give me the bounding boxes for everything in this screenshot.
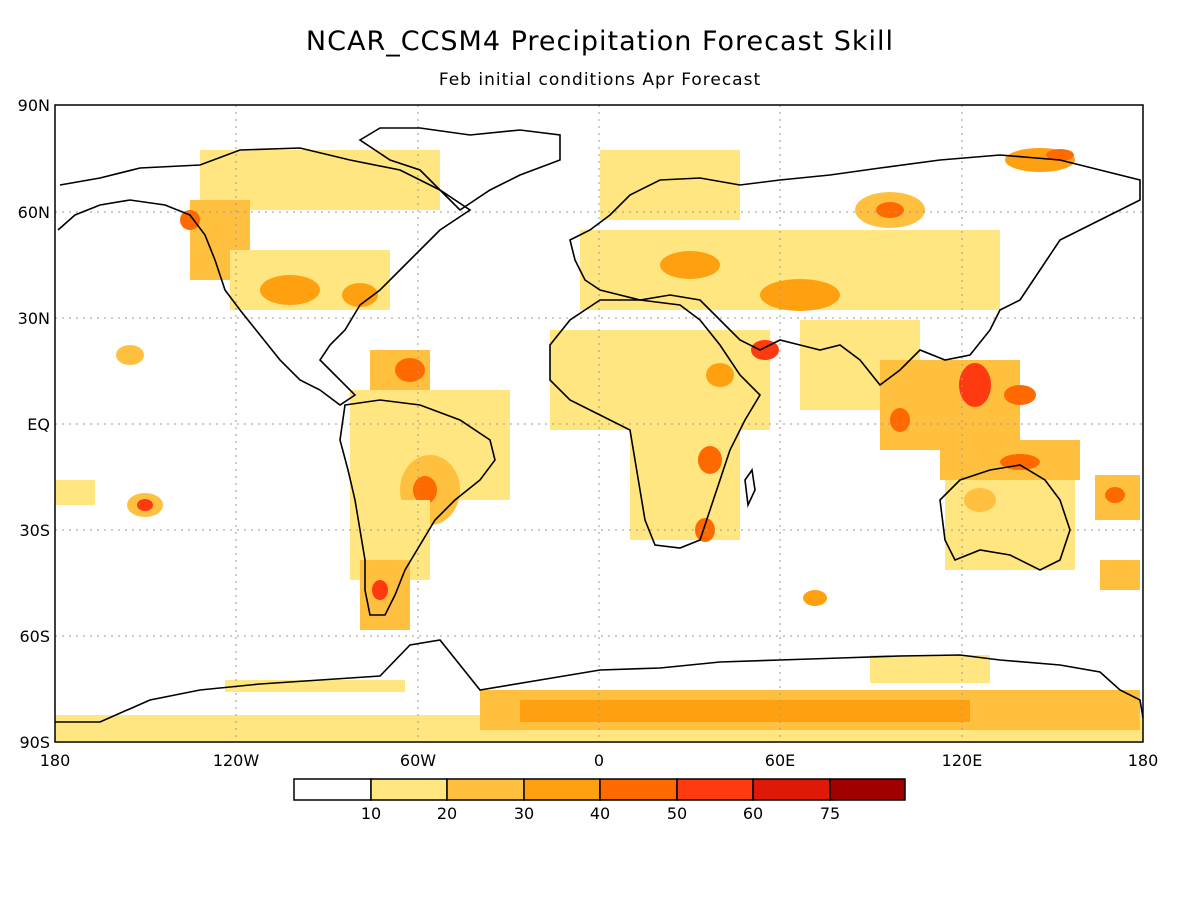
colorbar-swatch-1: [370, 778, 448, 801]
lon-tick-labels: 180 120W 60W 0 60E 120E 180: [40, 751, 1159, 770]
lat-tick-90n: 90N: [18, 96, 50, 115]
colorbar-swatch-3: [523, 778, 601, 801]
map-frame: [54, 104, 1144, 743]
colorbar-swatch-0: [293, 778, 372, 801]
lat-tick-30n: 30N: [18, 309, 50, 328]
lat-tick-60s: 60S: [19, 627, 50, 646]
colorbar-label-20: 20: [437, 804, 457, 823]
graticule: [55, 105, 1143, 742]
colorbar: 10 20 30 40 50 60 75: [293, 778, 906, 823]
colorbar-label-40: 40: [590, 804, 610, 823]
lat-tick-labels: 90N 60N 30N EQ 30S 60S 90S: [18, 96, 50, 752]
lon-tick-120e: 120E: [942, 751, 983, 770]
lon-tick-60w: 60W: [400, 751, 436, 770]
lat-tick-60n: 60N: [18, 203, 50, 222]
lon-tick-180e: 180: [1128, 751, 1159, 770]
colorbar-label-50: 50: [667, 804, 687, 823]
colorbar-label-60: 60: [743, 804, 763, 823]
colorbar-swatch-2: [446, 778, 525, 801]
colorbar-swatch-7: [829, 778, 906, 801]
lat-tick-90s: 90S: [19, 733, 50, 752]
coastlines: [55, 127, 1144, 723]
lon-tick-0: 0: [594, 751, 604, 770]
colorbar-swatch-6: [752, 778, 831, 801]
colorbar-swatch-5: [676, 778, 754, 801]
lon-tick-120w: 120W: [213, 751, 260, 770]
map-subtitle: Feb initial conditions Apr Forecast: [438, 70, 762, 90]
colorbar-swatch-4: [599, 778, 678, 801]
lon-tick-60e: 60E: [765, 751, 795, 770]
colorbar-label-75: 75: [820, 804, 840, 823]
lat-tick-eq: EQ: [27, 415, 50, 434]
colorbar-label-10: 10: [361, 804, 381, 823]
map-title: NCAR_CCSM4 Precipitation Forecast Skill: [305, 26, 895, 57]
colorbar-label-30: 30: [514, 804, 534, 823]
lon-tick-180w: 180: [40, 751, 71, 770]
lat-tick-30s: 30S: [19, 521, 50, 540]
